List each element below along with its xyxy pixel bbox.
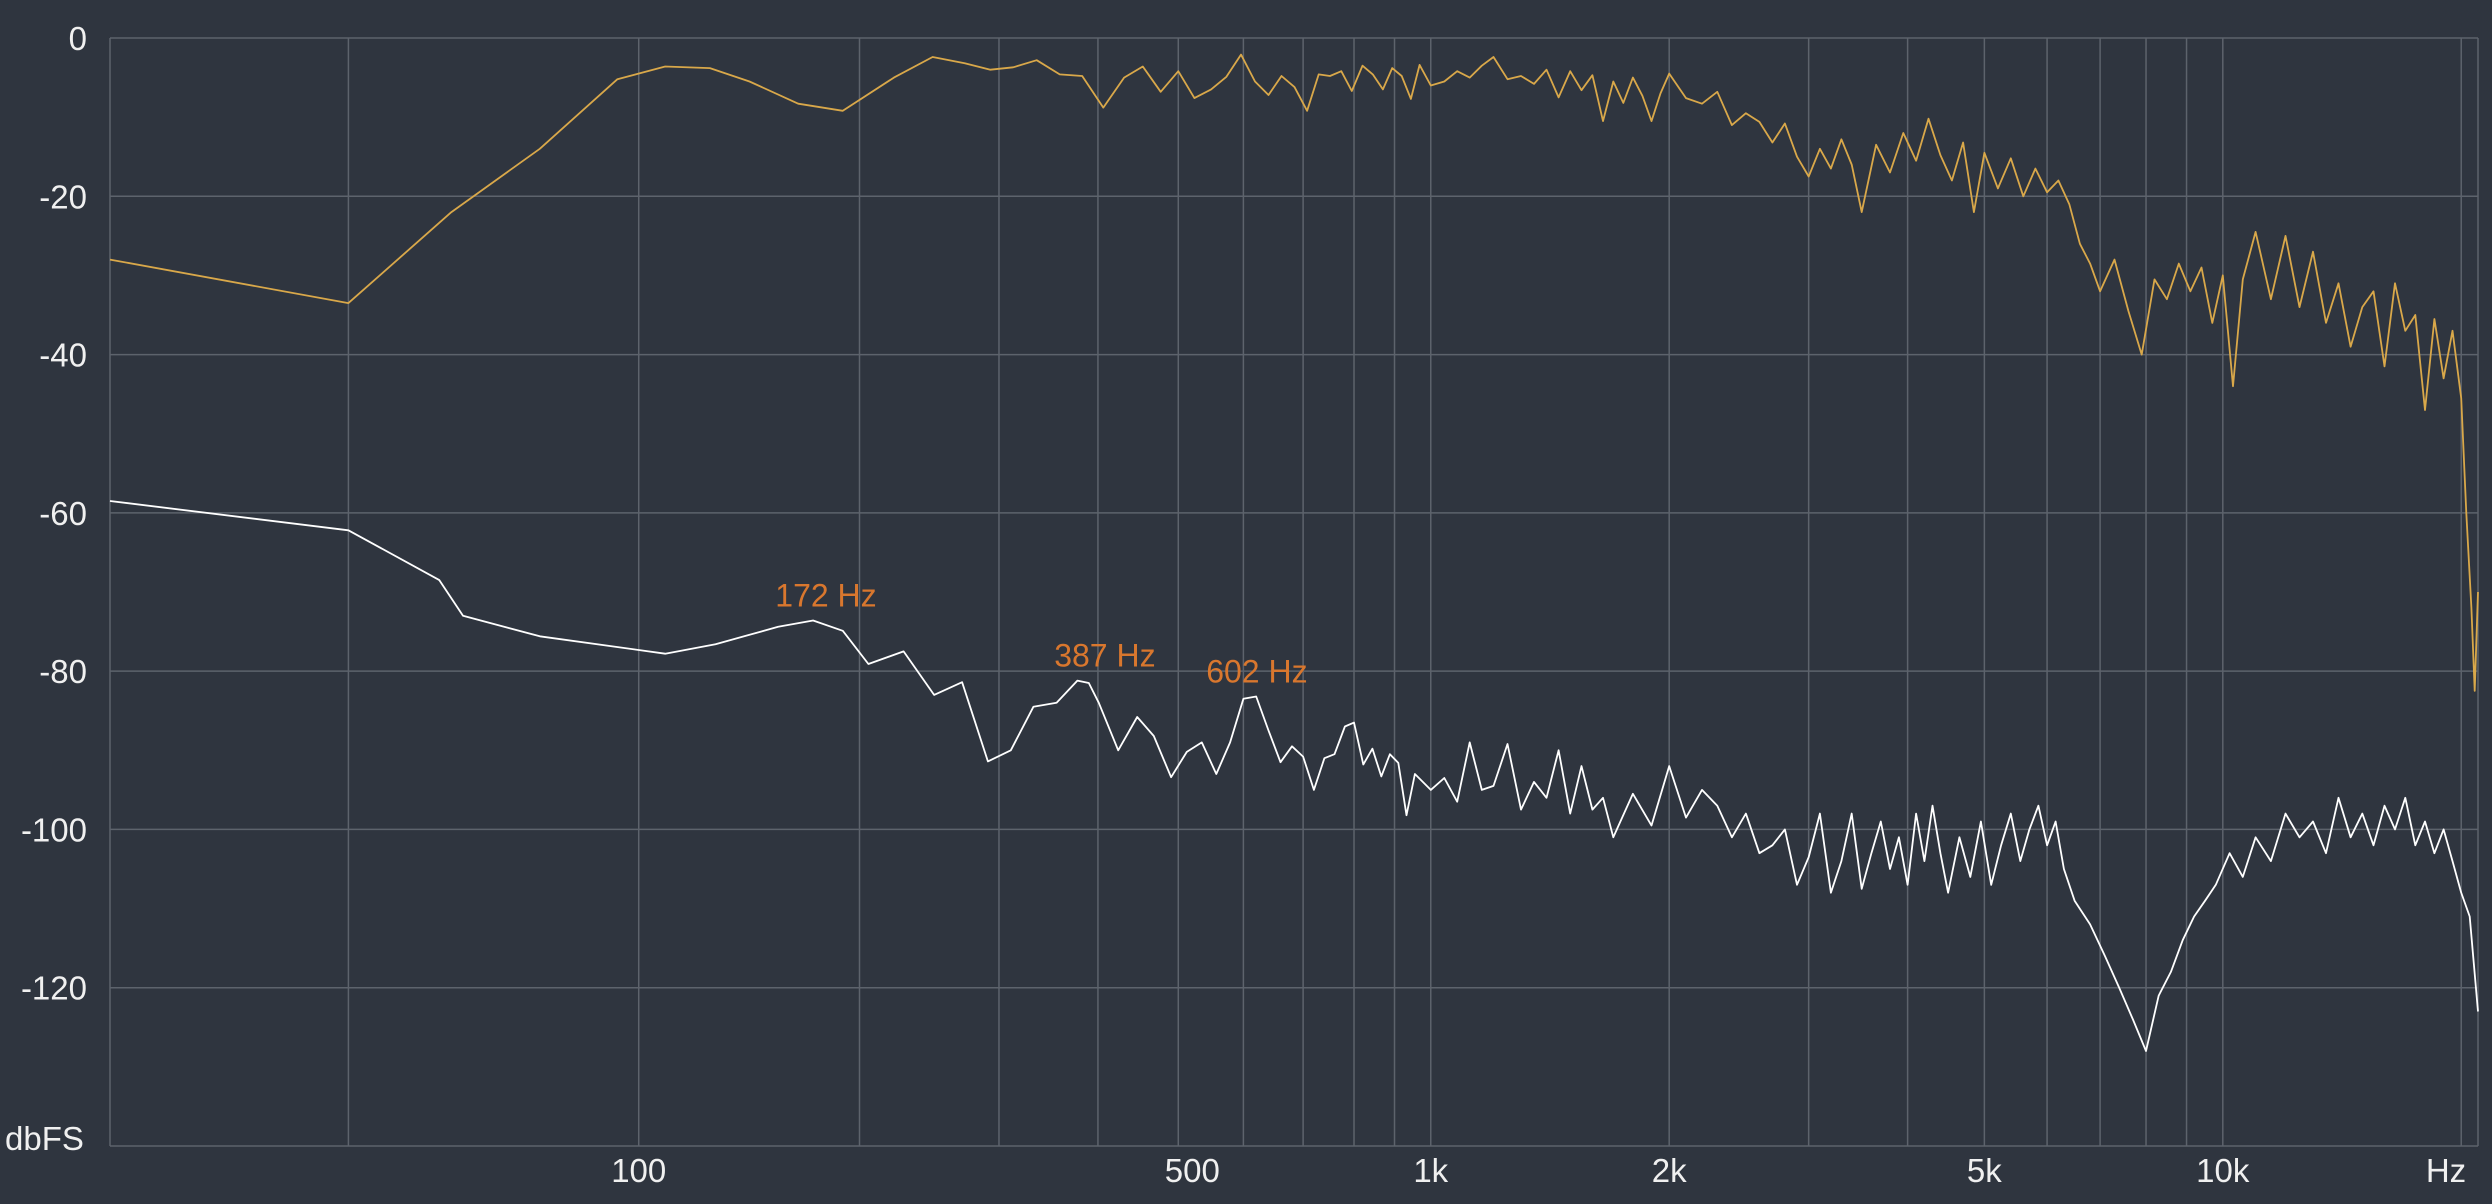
x-tick-label: 5k: [1967, 1152, 2002, 1189]
x-tick-label: 100: [611, 1152, 666, 1189]
peak-label: 602 Hz: [1206, 653, 1307, 689]
x-axis-unit-label: Hz: [2426, 1152, 2466, 1189]
series-line-upper: [109, 53, 2479, 692]
y-tick-label: -80: [39, 653, 87, 690]
series-line-lower: [109, 500, 2479, 1052]
y-tick-label: -20: [39, 178, 87, 215]
y-tick-label: 0: [69, 20, 87, 57]
y-tick-label: -60: [39, 495, 87, 532]
y-tick-label: -100: [21, 811, 87, 848]
label-layer: 0 -20 -40 -60 -80 -100 -120 100 500 1k 2k 5k 10k 172 …: [21, 20, 2250, 1189]
x-tick-label: 1k: [1413, 1152, 1448, 1189]
peak-label: 387 Hz: [1054, 638, 1155, 674]
peak-label: 172 Hz: [775, 577, 876, 613]
x-tick-label: 10k: [2196, 1152, 2250, 1189]
x-tick-label: 2k: [1652, 1152, 1687, 1189]
grid: [109, 37, 2479, 1147]
x-tick-label: 500: [1165, 1152, 1220, 1189]
y-tick-label: -120: [21, 970, 87, 1007]
plot-area: [110, 38, 2478, 1146]
series-layer: [109, 53, 2479, 1052]
y-tick-label: -40: [39, 337, 87, 374]
y-axis-unit-label: dbFS: [5, 1120, 84, 1157]
